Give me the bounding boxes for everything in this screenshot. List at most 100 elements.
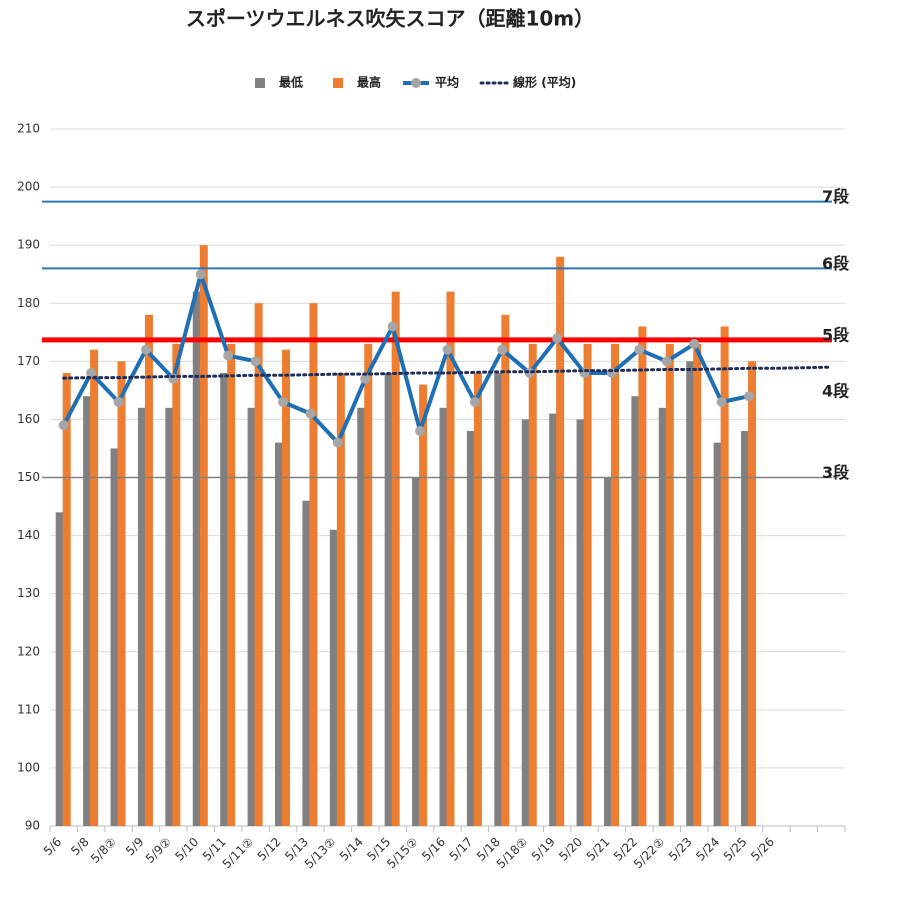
bar [282,349,291,826]
average-marker [442,344,453,355]
bar [494,372,503,826]
legend-label: 線形 (平均) [513,75,576,90]
average-marker [223,350,234,361]
average-marker [552,333,563,344]
average-marker [58,420,69,431]
y-tick-label: 190 [17,238,40,252]
x-tick-label: 5/18② [494,835,531,872]
bar [686,361,695,826]
bar [556,256,565,826]
average-marker [113,396,124,407]
bar [638,326,647,826]
x-tick-label: 5/16 [419,835,448,864]
y-tick-label: 110 [17,702,40,716]
bar [62,372,71,826]
y-tick-label: 210 [17,122,40,136]
x-tick-label: 5/21 [584,835,613,864]
bar [329,529,338,826]
x-tick-label: 5/11② [220,835,257,872]
average-marker [195,269,206,280]
x-tick-label: 5/13② [302,835,339,872]
bar [192,291,201,827]
bar [610,343,619,826]
y-tick-label: 140 [17,528,40,542]
average-line [61,272,750,445]
x-tick-label: 5/23 [666,835,695,864]
x-tick-label: 5/10 [172,835,201,864]
reference-label: 6段 [822,254,850,273]
bar [275,442,284,826]
bar [247,407,256,826]
legend-swatch [411,78,422,88]
bar [741,431,750,826]
average-marker [689,338,700,349]
bar [165,407,174,826]
bar [384,372,393,826]
bar [199,245,208,826]
x-tick-label: 5/20 [556,835,585,864]
y-tick-label: 200 [17,180,40,194]
bar [446,291,455,827]
bar [117,361,126,826]
reference-label: 3段 [822,463,850,482]
y-tick-label: 100 [17,760,40,774]
average-marker [305,408,316,419]
legend-label: 最高 [357,75,381,90]
x-tick-label: 5/24 [693,835,722,864]
bar [466,431,475,826]
y-tick-label: 90 [25,819,40,833]
bar [603,477,612,826]
bar [658,407,667,826]
bar [521,419,530,826]
average-marker [469,396,480,407]
bar [720,326,729,826]
legend-swatch [333,78,344,88]
bar [90,349,99,826]
bar [576,419,585,826]
average-marker [415,426,426,437]
y-tick-label: 160 [17,412,40,426]
bar [439,407,448,826]
bar [391,291,400,827]
average-marker [332,437,343,448]
bar [83,396,92,826]
average-marker [387,321,398,332]
bar [220,372,229,826]
x-tick-label: 5/19 [529,835,558,864]
bar [748,361,757,826]
average-marker [140,344,151,355]
bar [528,343,537,826]
bar [501,314,510,826]
bar [364,343,373,826]
bar [665,343,674,826]
bar [713,442,722,826]
chart-title: スポーツウエルネス吹矢スコア（距離10m） [186,7,594,31]
x-tick-label: 5/25 [721,835,750,864]
x-tick-label: 5/22② [631,835,668,872]
average-marker [360,373,371,384]
x-tick-label: 5/17 [447,835,476,864]
x-tick-label: 5/9② [143,835,174,866]
trend-line [62,365,833,380]
bar [227,343,236,826]
reference-label: 5段 [822,325,850,344]
legend-label: 最低 [279,75,303,90]
bar [549,413,558,826]
bar [254,303,263,826]
y-tick-label: 150 [17,470,40,484]
bar [309,303,318,826]
bar [172,343,181,826]
legend-label: 平均 [435,75,459,90]
x-tick-label: 5/6 [41,835,65,859]
average-marker [634,344,645,355]
bar [583,343,592,826]
average-marker [250,356,261,367]
bar [412,477,421,826]
average-marker [86,367,97,378]
bar [144,314,153,826]
x-tick-label: 5/14 [337,835,366,864]
x-tick-label: 5/15② [384,835,421,872]
y-tick-label: 170 [17,354,40,368]
legend-swatch [255,78,265,88]
